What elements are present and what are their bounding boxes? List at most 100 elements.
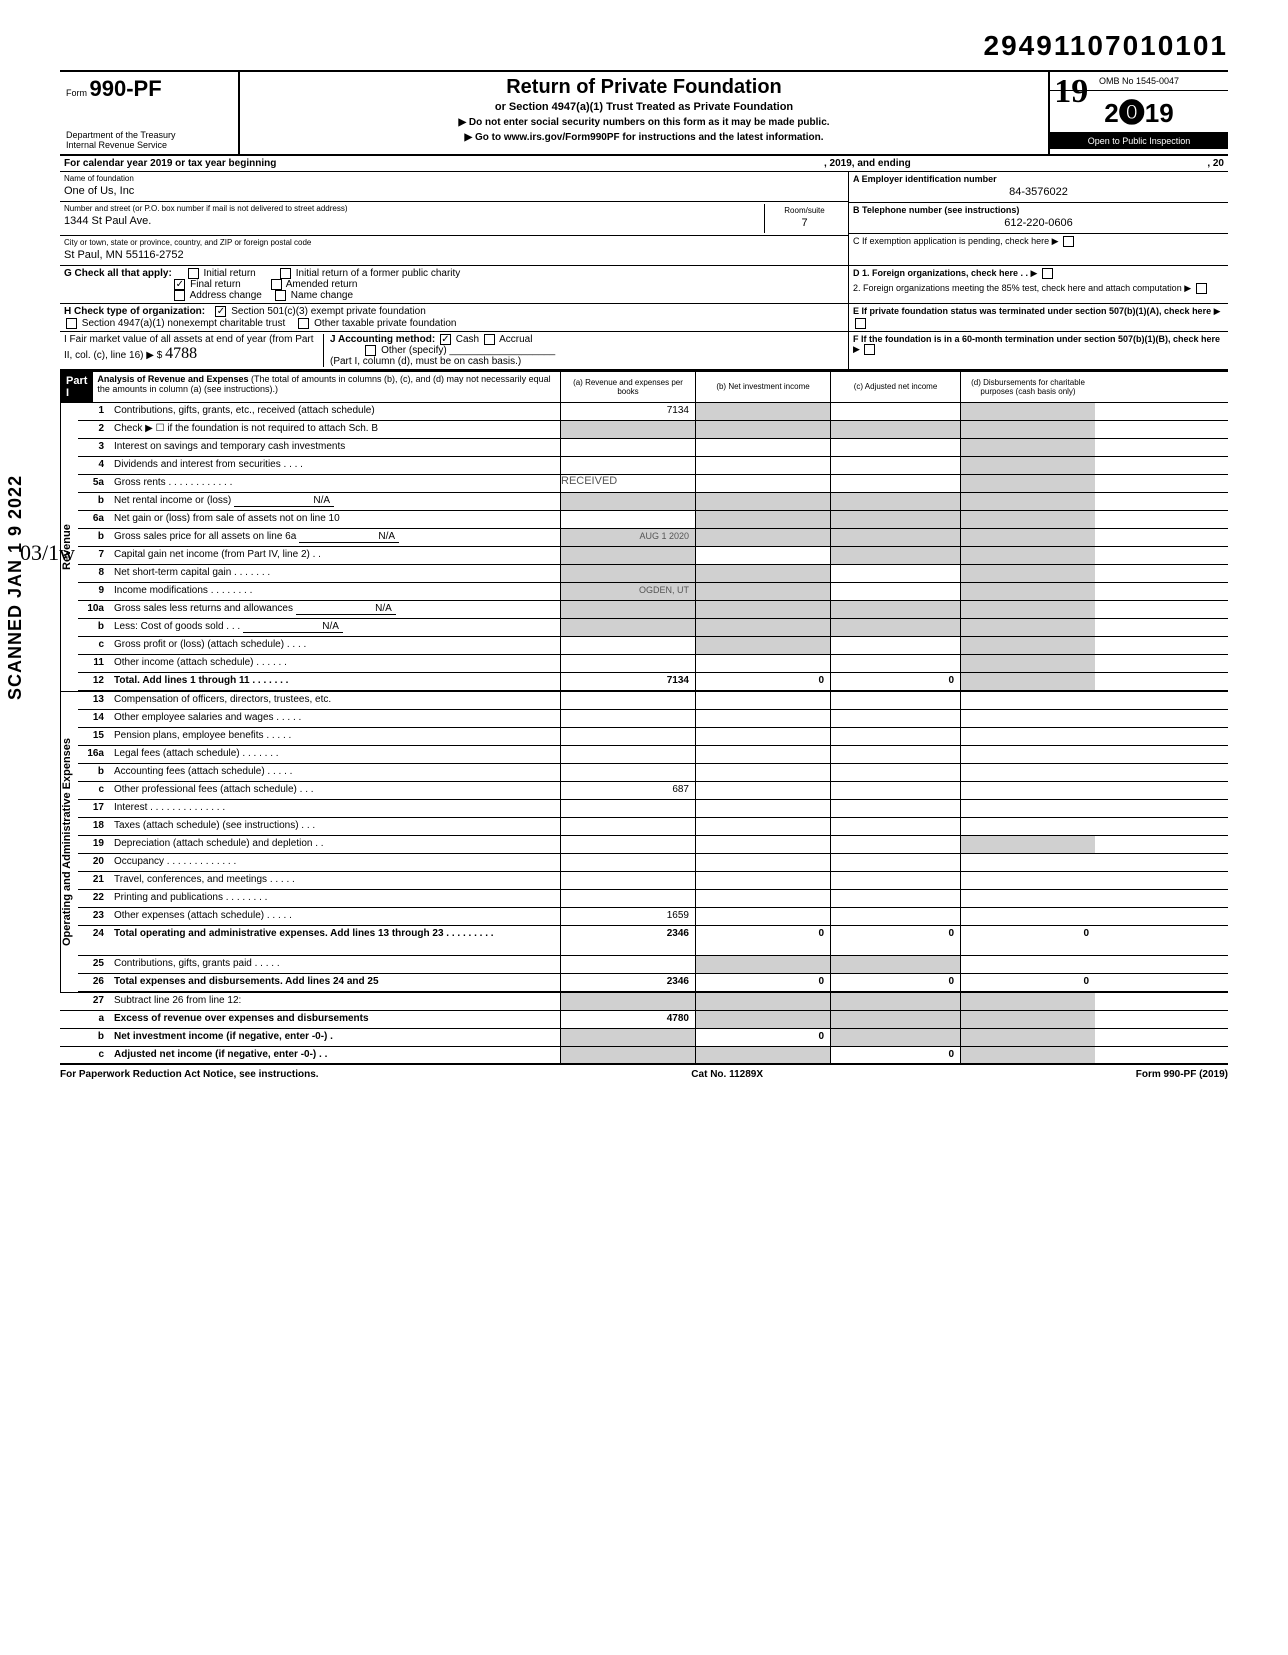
line-no: 1 <box>78 403 110 420</box>
line-desc: Other expenses (attach schedule) . . . .… <box>110 908 560 925</box>
e-label: E If private foundation status was termi… <box>853 306 1211 316</box>
initial-former-checkbox[interactable] <box>280 268 291 279</box>
line-val-a <box>560 619 695 636</box>
line-desc: Pension plans, employee benefits . . . .… <box>110 728 560 745</box>
line-val-c <box>830 547 960 564</box>
line-val-c <box>830 583 960 600</box>
line-no: 24 <box>78 926 110 955</box>
line-desc: Total. Add lines 1 through 11 . . . . . … <box>110 673 560 690</box>
line-val-b <box>695 818 830 835</box>
line-desc: Excess of revenue over expenses and disb… <box>110 1011 560 1028</box>
line-val-a <box>560 692 695 709</box>
line-23: 23 Other expenses (attach schedule) . . … <box>78 908 1228 926</box>
line-val-d <box>960 529 1095 546</box>
year-row-mid: , 2019, and ending <box>824 158 1074 169</box>
line-val-a <box>560 872 695 889</box>
f-checkbox[interactable] <box>864 344 875 355</box>
accrual-checkbox[interactable] <box>484 334 495 345</box>
line-26: 26 Total expenses and disbursements. Add… <box>78 974 1228 992</box>
cash-checkbox[interactable]: ✓ <box>440 334 451 345</box>
line-val-a <box>560 547 695 564</box>
amended-return-checkbox[interactable] <box>271 279 282 290</box>
line-11: 11 Other income (attach schedule) . . . … <box>78 655 1228 673</box>
line-val-a <box>560 728 695 745</box>
line-val-b <box>695 637 830 654</box>
phone-value: 612-220-0606 <box>853 215 1224 231</box>
line-20: 20 Occupancy . . . . . . . . . . . . . <box>78 854 1228 872</box>
line-val-c: 0 <box>830 926 960 955</box>
addr-label: Number and street (or P.O. box number if… <box>64 204 764 213</box>
line-val-b <box>695 710 830 727</box>
line-no: 19 <box>78 836 110 853</box>
line-val-c <box>830 655 960 672</box>
line-desc: Net short-term capital gain . . . . . . … <box>110 565 560 582</box>
line-val-a: OGDEN, UT <box>560 583 695 600</box>
line-desc: Gross sales less returns and allowances … <box>110 601 560 618</box>
form-note-1: ▶ Do not enter social security numbers o… <box>248 117 1040 128</box>
other-method-checkbox[interactable] <box>365 345 376 356</box>
suite-label: Room/suite <box>769 206 840 215</box>
501c3-label: Section 501(c)(3) exempt private foundat… <box>231 307 426 318</box>
line-7: 7 Capital gain net income (from Part IV,… <box>78 547 1228 565</box>
line-val-d <box>960 890 1095 907</box>
e-checkbox[interactable] <box>855 318 866 329</box>
footer-mid: Cat No. 11289X <box>691 1069 763 1080</box>
final-return-checkbox[interactable]: ✓ <box>174 279 185 290</box>
line-val-a <box>560 956 695 973</box>
line-desc: Adjusted net income (if negative, enter … <box>110 1047 560 1063</box>
line-no: 13 <box>78 692 110 709</box>
line-val-c <box>830 565 960 582</box>
tax-year: 19 2⓿1919 <box>1050 91 1228 133</box>
line-desc: Other employee salaries and wages . . . … <box>110 710 560 727</box>
line-val-c <box>830 854 960 871</box>
form-header-left: Form 990-PF Department of the Treasury I… <box>60 72 240 154</box>
addr-change-checkbox[interactable] <box>174 290 185 301</box>
revenue-section: Revenue 1 Contributions, gifts, grants, … <box>60 403 1228 692</box>
line-val-b: 0 <box>695 1029 830 1046</box>
line-no: 10a <box>78 601 110 618</box>
line-desc: Depreciation (attach schedule) and deple… <box>110 836 560 853</box>
line-val-c <box>830 511 960 528</box>
line-val-c <box>830 1029 960 1046</box>
line-desc: Net rental income or (loss) N/A <box>110 493 560 510</box>
name-label: Name of foundation <box>64 174 844 183</box>
line-no: 25 <box>78 956 110 973</box>
line-val-d <box>960 583 1095 600</box>
line-val-b <box>695 1047 830 1063</box>
4947-checkbox[interactable] <box>66 318 77 329</box>
line-desc: Travel, conferences, and meetings . . . … <box>110 872 560 889</box>
line-desc: Accounting fees (attach schedule) . . . … <box>110 764 560 781</box>
d1-checkbox[interactable] <box>1042 268 1053 279</box>
line-val-b <box>695 619 830 636</box>
line-val-d: 0 <box>960 926 1095 955</box>
line-val-c <box>830 710 960 727</box>
line-no: 18 <box>78 818 110 835</box>
other-taxable-checkbox[interactable] <box>298 318 309 329</box>
line-val-d <box>960 800 1095 817</box>
line-val-b <box>695 872 830 889</box>
line-6a: 6a Net gain or (loss) from sale of asset… <box>78 511 1228 529</box>
d2-checkbox[interactable] <box>1196 283 1207 294</box>
line-val-d <box>960 565 1095 582</box>
open-inspection-label: Open to Public Inspection <box>1050 133 1228 149</box>
exemption-pending-checkbox[interactable] <box>1063 236 1074 247</box>
line-5b: b Net rental income or (loss) N/A <box>78 493 1228 511</box>
line-no: 8 <box>78 565 110 582</box>
line-no: 27 <box>78 993 110 1010</box>
line-val-b <box>695 547 830 564</box>
name-change-label: Name change <box>291 290 353 301</box>
j-label: J Accounting method: <box>330 334 435 345</box>
year-printed: 2⓿1919 <box>1104 98 1173 128</box>
name-change-checkbox[interactable] <box>275 290 286 301</box>
line-val-c <box>830 421 960 438</box>
line-2: 2 Check ▶ ☐ if the foundation is not req… <box>78 421 1228 439</box>
line-val-a <box>560 764 695 781</box>
line-8: 8 Net short-term capital gain . . . . . … <box>78 565 1228 583</box>
form-header-right: OMB No 1545-0047 19 2⓿1919 Open to Publi… <box>1048 72 1228 154</box>
line-no: b <box>78 529 110 546</box>
form-subtitle: or Section 4947(a)(1) Trust Treated as P… <box>248 101 1040 113</box>
expense-side-label: Operating and Administrative Expenses <box>60 692 78 992</box>
initial-return-checkbox[interactable] <box>188 268 199 279</box>
ein-value: 84-3576022 <box>853 184 1224 200</box>
501c3-checkbox[interactable]: ✓ <box>215 306 226 317</box>
